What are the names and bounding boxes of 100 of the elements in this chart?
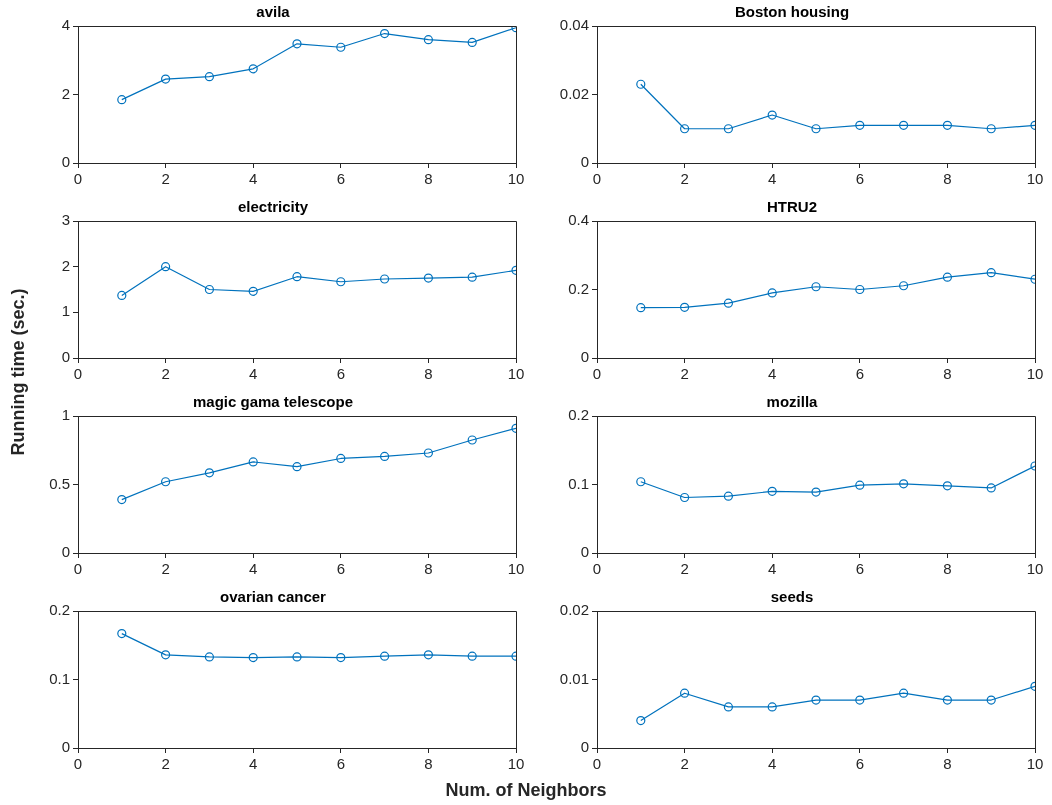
point bbox=[380, 28, 390, 39]
y-tick-label: 4 bbox=[61, 16, 70, 34]
y-tick-label: 2 bbox=[61, 84, 70, 102]
point bbox=[336, 652, 346, 663]
y-tick-label: 2 bbox=[61, 256, 70, 274]
point bbox=[855, 120, 865, 130]
y-tick-label: 0 bbox=[580, 348, 589, 366]
x-tick-label: 6 bbox=[855, 170, 864, 188]
point bbox=[680, 688, 690, 698]
x-tick-label: 2 bbox=[680, 755, 689, 773]
x-tick-label: 6 bbox=[336, 560, 345, 578]
point bbox=[423, 35, 433, 45]
x-tick-label: 4 bbox=[768, 755, 777, 773]
x-tick-label: 8 bbox=[424, 560, 433, 578]
x-tick-label: 8 bbox=[943, 755, 952, 773]
point bbox=[292, 652, 302, 662]
x-tick-label: 0 bbox=[73, 170, 83, 188]
y-tick-label: 0 bbox=[580, 153, 589, 171]
x-tick-label: 4 bbox=[249, 365, 258, 383]
point bbox=[117, 494, 127, 505]
x-tick-label: 8 bbox=[943, 170, 952, 188]
y-tick-label: 0.02 bbox=[559, 84, 589, 102]
chart-title: seeds bbox=[770, 588, 814, 606]
point bbox=[248, 652, 258, 663]
point bbox=[336, 277, 346, 287]
point bbox=[636, 303, 646, 313]
point bbox=[811, 695, 821, 705]
x-axis-title: Num. of Neighbors bbox=[445, 780, 607, 801]
x-tick-label: 6 bbox=[336, 170, 345, 188]
x-tick-label: 2 bbox=[680, 365, 689, 383]
point bbox=[680, 302, 690, 312]
point bbox=[292, 39, 302, 49]
y-tick-label: 1 bbox=[61, 302, 70, 320]
x-tick-label: 10 bbox=[1026, 560, 1044, 578]
point bbox=[811, 487, 821, 497]
x-tick-label: 4 bbox=[249, 755, 258, 773]
x-tick-label: 2 bbox=[161, 170, 170, 188]
x-tick-label: 6 bbox=[336, 365, 345, 383]
point bbox=[467, 651, 477, 661]
y-tick-label: 0.5 bbox=[49, 474, 70, 492]
x-tick-label: 10 bbox=[507, 755, 525, 773]
point bbox=[636, 716, 646, 726]
point bbox=[161, 477, 171, 487]
y-tick-label: 0 bbox=[61, 738, 70, 756]
point bbox=[161, 74, 171, 84]
point bbox=[292, 272, 302, 282]
point bbox=[767, 486, 777, 496]
x-tick-label: 6 bbox=[855, 560, 864, 578]
chart-title: mozilla bbox=[766, 393, 819, 411]
x-tick-label: 0 bbox=[592, 560, 602, 578]
point bbox=[899, 281, 909, 291]
point bbox=[117, 95, 127, 105]
y-tick-label: 0.2 bbox=[568, 406, 589, 424]
point bbox=[636, 477, 646, 487]
point bbox=[767, 702, 777, 712]
point bbox=[680, 492, 690, 503]
y-tick-label: 0.4 bbox=[568, 211, 589, 229]
point bbox=[467, 272, 477, 282]
y-tick-label: 0 bbox=[580, 738, 589, 756]
y-tick-label: 0.1 bbox=[49, 669, 70, 687]
y-tick-label: 0 bbox=[580, 543, 589, 561]
point bbox=[336, 42, 346, 52]
point bbox=[767, 110, 777, 120]
point bbox=[423, 448, 433, 458]
y-tick-label: 0.2 bbox=[49, 601, 70, 619]
point bbox=[204, 468, 214, 478]
chart-title: magic gama telescope bbox=[192, 393, 354, 411]
x-tick-label: 10 bbox=[1026, 170, 1044, 188]
point bbox=[467, 435, 477, 445]
point bbox=[723, 702, 733, 712]
x-tick-label: 2 bbox=[161, 560, 170, 578]
point bbox=[899, 688, 909, 698]
y-tick-label: 0.04 bbox=[559, 16, 589, 34]
x-tick-label: 10 bbox=[507, 365, 525, 383]
y-tick-label: 0.01 bbox=[559, 669, 589, 687]
x-tick-label: 10 bbox=[507, 560, 525, 578]
x-tick-label: 8 bbox=[424, 170, 433, 188]
x-tick-label: 4 bbox=[768, 365, 777, 383]
point bbox=[986, 268, 996, 278]
x-tick-label: 2 bbox=[680, 560, 689, 578]
x-tick-label: 6 bbox=[336, 755, 345, 773]
point bbox=[855, 695, 865, 705]
point bbox=[942, 695, 952, 705]
x-tick-label: 0 bbox=[73, 560, 83, 578]
point bbox=[336, 453, 346, 464]
y-tick-label: 0.02 bbox=[559, 601, 589, 619]
point bbox=[204, 652, 214, 662]
x-tick-label: 0 bbox=[73, 755, 83, 773]
point bbox=[811, 124, 821, 134]
point bbox=[899, 479, 909, 489]
point bbox=[248, 64, 258, 74]
x-tick-label: 4 bbox=[249, 170, 258, 188]
point bbox=[161, 262, 171, 272]
point bbox=[467, 37, 477, 48]
point bbox=[248, 457, 258, 467]
x-tick-label: 0 bbox=[73, 365, 83, 383]
x-tick-label: 8 bbox=[424, 755, 433, 773]
point bbox=[942, 120, 952, 130]
y-tick-label: 0.1 bbox=[568, 474, 589, 492]
point bbox=[899, 120, 909, 130]
